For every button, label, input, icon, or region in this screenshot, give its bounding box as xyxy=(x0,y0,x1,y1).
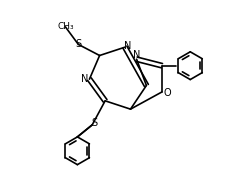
Text: S: S xyxy=(90,118,97,128)
Text: N: N xyxy=(132,50,140,60)
Text: N: N xyxy=(81,74,88,84)
Text: S: S xyxy=(75,39,81,49)
Text: CH₃: CH₃ xyxy=(57,22,74,31)
Text: O: O xyxy=(163,88,170,98)
Text: N: N xyxy=(124,41,131,51)
